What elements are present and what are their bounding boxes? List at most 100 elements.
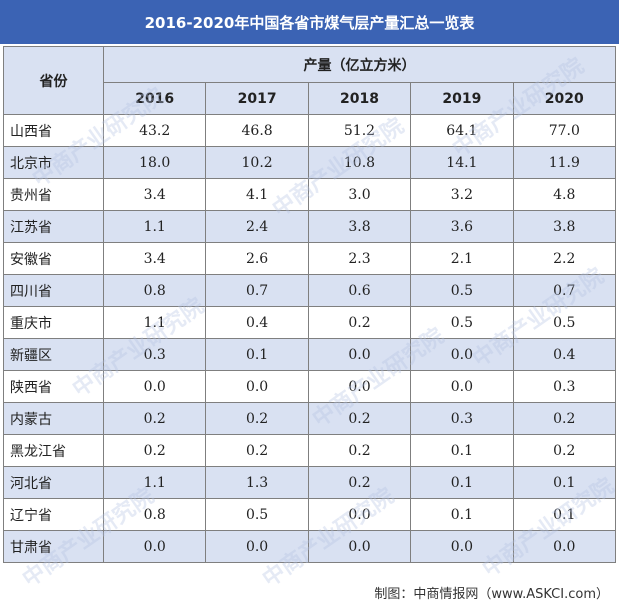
value-cell-2016: 1.1 [102, 210, 207, 243]
table-row: 贵州省 3.4 4.1 3.0 3.2 4.8 [3, 178, 617, 211]
value-cell-2019: 3.2 [410, 178, 514, 211]
value-cell-2016: 43.2 [102, 114, 207, 147]
value-cell-2020: 0.2 [512, 402, 617, 435]
source-footer: 制图：中商情报网（www.ASKCI.com） [374, 587, 609, 602]
value-cell-2017: 46.8 [205, 114, 309, 147]
value-cell-2016: 3.4 [102, 242, 207, 275]
value-cell-2020: 3.8 [512, 210, 617, 243]
value-cell-2017: 0.5 [205, 498, 309, 531]
year-header-2016: 2016 [102, 82, 207, 115]
value-cell-2016: 3.4 [102, 178, 207, 211]
table-body: 山西省 43.2 46.8 51.2 64.1 77.0 北京市 18.0 10.2 10.8 14… [3, 114, 617, 563]
table-header: 省份 产量（亿立方米） 2016 2017 2018 2019 2020 [3, 46, 617, 115]
value-cell-2020: 11.9 [512, 146, 617, 179]
production-table-container: 省份 产量（亿立方米） 2016 2017 2018 2019 2020 山西省… [3, 46, 617, 563]
province-header: 省份 [3, 46, 104, 115]
year-header-2017: 2017 [205, 82, 309, 115]
year-header-2018: 2018 [307, 82, 412, 115]
value-cell-2016: 0.8 [102, 274, 207, 307]
value-cell-2019: 0.0 [410, 338, 514, 371]
province-cell: 山西省 [3, 114, 104, 147]
value-cell-2016: 0.3 [102, 338, 207, 371]
value-cell-2019: 0.0 [410, 370, 514, 403]
value-cell-2020: 0.4 [512, 338, 617, 371]
province-cell: 黑龙江省 [3, 434, 104, 467]
table-row: 内蒙古 0.2 0.2 0.2 0.3 0.2 [3, 402, 617, 435]
value-cell-2019: 0.1 [410, 466, 514, 499]
province-cell: 安徽省 [3, 242, 104, 275]
table-row: 河北省 1.1 1.3 0.2 0.1 0.1 [3, 466, 617, 499]
value-cell-2019: 0.3 [410, 402, 514, 435]
province-cell: 陕西省 [3, 370, 104, 403]
value-cell-2019: 0.5 [410, 274, 514, 307]
table-row: 山西省 43.2 46.8 51.2 64.1 77.0 [3, 114, 617, 147]
province-cell: 辽宁省 [3, 498, 104, 531]
table-row: 黑龙江省 0.2 0.2 0.2 0.1 0.2 [3, 434, 617, 467]
value-cell-2016: 0.0 [102, 370, 207, 403]
value-cell-2019: 0.0 [410, 530, 514, 563]
value-cell-2018: 3.8 [307, 210, 412, 243]
year-header-2019: 2019 [410, 82, 514, 115]
value-cell-2020: 0.7 [512, 274, 617, 307]
province-cell: 河北省 [3, 466, 104, 499]
value-cell-2017: 4.1 [205, 178, 309, 211]
value-cell-2020: 0.2 [512, 434, 617, 467]
value-cell-2017: 0.0 [205, 370, 309, 403]
value-cell-2020: 77.0 [512, 114, 617, 147]
value-cell-2018: 2.3 [307, 242, 412, 275]
value-cell-2016: 0.0 [102, 530, 207, 563]
province-cell: 贵州省 [3, 178, 104, 211]
value-cell-2016: 0.2 [102, 434, 207, 467]
value-cell-2020: 0.3 [512, 370, 617, 403]
value-cell-2020: 4.8 [512, 178, 617, 211]
value-cell-2017: 0.0 [205, 530, 309, 563]
production-group-header: 产量（亿立方米） [103, 46, 616, 83]
value-cell-2017: 2.6 [205, 242, 309, 275]
value-cell-2018: 0.0 [307, 338, 412, 371]
province-cell: 北京市 [3, 146, 104, 179]
value-cell-2018: 0.0 [307, 370, 412, 403]
value-cell-2017: 1.3 [205, 466, 309, 499]
value-cell-2018: 10.8 [307, 146, 412, 179]
table-row: 四川省 0.8 0.7 0.6 0.5 0.7 [3, 274, 617, 307]
value-cell-2016: 0.8 [102, 498, 207, 531]
province-cell: 四川省 [3, 274, 104, 307]
table-row: 安徽省 3.4 2.6 2.3 2.1 2.2 [3, 242, 617, 275]
value-cell-2020: 0.0 [512, 530, 617, 563]
table-row: 江苏省 1.1 2.4 3.8 3.6 3.8 [3, 210, 617, 243]
value-cell-2018: 0.0 [307, 530, 412, 563]
value-cell-2018: 0.0 [307, 498, 412, 531]
production-table: 省份 产量（亿立方米） 2016 2017 2018 2019 2020 山西省… [3, 46, 617, 563]
value-cell-2020: 2.2 [512, 242, 617, 275]
province-cell: 重庆市 [3, 306, 104, 339]
table-row: 辽宁省 0.8 0.5 0.0 0.1 0.1 [3, 498, 617, 531]
table-row: 重庆市 1.1 0.4 0.2 0.5 0.5 [3, 306, 617, 339]
value-cell-2017: 0.7 [205, 274, 309, 307]
value-cell-2019: 64.1 [410, 114, 514, 147]
value-cell-2019: 2.1 [410, 242, 514, 275]
table-row: 新疆区 0.3 0.1 0.0 0.0 0.4 [3, 338, 617, 371]
value-cell-2016: 1.1 [102, 306, 207, 339]
province-cell: 甘肃省 [3, 530, 104, 563]
value-cell-2018: 0.2 [307, 434, 412, 467]
value-cell-2019: 0.1 [410, 498, 514, 531]
table-row: 甘肃省 0.0 0.0 0.0 0.0 0.0 [3, 530, 617, 563]
value-cell-2019: 14.1 [410, 146, 514, 179]
value-cell-2018: 0.2 [307, 306, 412, 339]
year-header-2020: 2020 [512, 82, 617, 115]
value-cell-2019: 3.6 [410, 210, 514, 243]
value-cell-2016: 18.0 [102, 146, 207, 179]
table-title: 2016-2020年中国各省市煤气层产量汇总一览表 [0, 0, 619, 44]
value-cell-2020: 0.1 [512, 466, 617, 499]
value-cell-2020: 0.5 [512, 306, 617, 339]
province-cell: 内蒙古 [3, 402, 104, 435]
value-cell-2019: 0.1 [410, 434, 514, 467]
value-cell-2017: 0.2 [205, 402, 309, 435]
table-row: 陕西省 0.0 0.0 0.0 0.0 0.3 [3, 370, 617, 403]
value-cell-2018: 0.2 [307, 402, 412, 435]
value-cell-2017: 10.2 [205, 146, 309, 179]
value-cell-2017: 2.4 [205, 210, 309, 243]
value-cell-2018: 51.2 [307, 114, 412, 147]
province-cell: 新疆区 [3, 338, 104, 371]
province-cell: 江苏省 [3, 210, 104, 243]
